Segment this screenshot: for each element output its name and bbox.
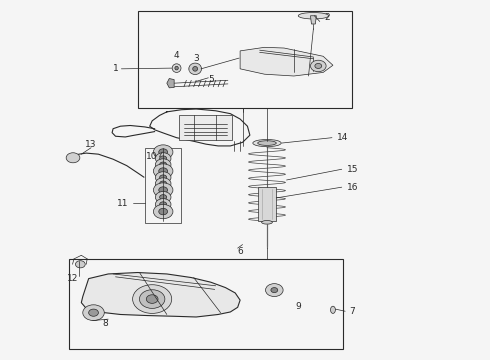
Circle shape [159,168,168,174]
Text: 16: 16 [347,183,358,192]
Polygon shape [167,78,174,88]
Circle shape [271,288,278,293]
Circle shape [140,290,165,309]
Circle shape [75,261,85,268]
Text: 3: 3 [193,54,199,63]
Circle shape [155,153,171,164]
Circle shape [266,284,283,297]
Circle shape [153,145,173,159]
Ellipse shape [175,66,178,70]
Circle shape [155,159,171,170]
Text: 7: 7 [350,307,355,316]
Circle shape [160,175,167,180]
Text: 5: 5 [208,75,214,84]
Bar [145,148,181,223]
Text: 8: 8 [103,319,109,328]
Circle shape [160,181,167,186]
Bar [69,259,343,348]
Text: 11: 11 [117,199,128,208]
Circle shape [155,172,171,183]
Bar [138,12,352,108]
Text: 4: 4 [174,51,179,60]
Circle shape [133,285,172,314]
Text: 2: 2 [324,13,330,22]
Circle shape [160,156,167,161]
Circle shape [160,162,167,167]
Ellipse shape [253,139,281,147]
Circle shape [159,208,168,215]
Ellipse shape [262,221,272,224]
Circle shape [83,305,104,320]
Ellipse shape [193,67,197,71]
Circle shape [153,204,173,219]
Text: 6: 6 [237,247,243,256]
Circle shape [160,202,167,207]
Text: 15: 15 [347,165,358,174]
Text: 9: 9 [296,302,302,311]
Text: 13: 13 [85,140,97,149]
Circle shape [155,178,171,189]
Circle shape [147,295,158,303]
Circle shape [66,153,80,163]
Circle shape [160,195,167,200]
Circle shape [159,149,168,155]
Circle shape [311,60,326,72]
Circle shape [153,183,173,197]
Circle shape [159,187,168,193]
Ellipse shape [172,64,181,72]
Text: 14: 14 [337,133,348,142]
Circle shape [315,63,322,68]
Circle shape [155,199,171,210]
Polygon shape [311,16,317,24]
Ellipse shape [298,13,329,19]
Polygon shape [240,47,333,76]
Text: 10: 10 [147,152,158,161]
Bar [258,187,276,221]
Ellipse shape [258,141,276,145]
Circle shape [155,192,171,203]
Text: 12: 12 [67,274,79,283]
Bar [179,116,232,140]
Ellipse shape [189,63,201,75]
Circle shape [89,309,98,316]
Circle shape [153,164,173,178]
Text: 1: 1 [113,64,119,73]
Polygon shape [81,273,240,317]
Ellipse shape [331,306,335,314]
